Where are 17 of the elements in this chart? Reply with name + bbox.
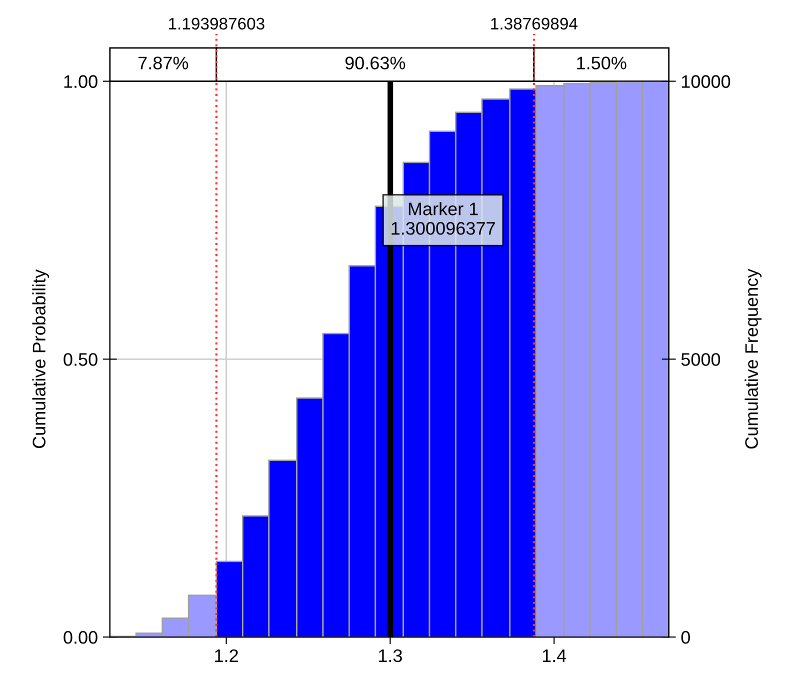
y2-axis-title: Cumulative Frequency	[744, 268, 762, 449]
y-axis-title: Cumulative Probability	[32, 269, 50, 448]
x-tick-label: 1.2	[215, 649, 238, 662]
y-tick-label: 0.00	[64, 630, 98, 644]
y2-tick-label: 5000	[681, 353, 720, 366]
text: 90.63%	[345, 56, 406, 70]
text: 1.50%	[577, 56, 626, 70]
ref-line-label: 1.38769894	[491, 18, 578, 30]
y2-tick-label: 0	[681, 630, 690, 644]
ref-line-label: Marker 1 1.300096377	[392, 202, 495, 235]
y2-tick-label: 10000	[682, 75, 730, 88]
y-tick-label: 0.50	[64, 353, 98, 366]
x-tick-label: 1.4	[542, 650, 566, 662]
ref-line-label: 1.193987603	[169, 18, 264, 30]
x-tick-label: 1.3	[379, 649, 402, 662]
y-tick-label: 1.00	[64, 75, 98, 88]
text: 7.87%	[138, 56, 188, 70]
